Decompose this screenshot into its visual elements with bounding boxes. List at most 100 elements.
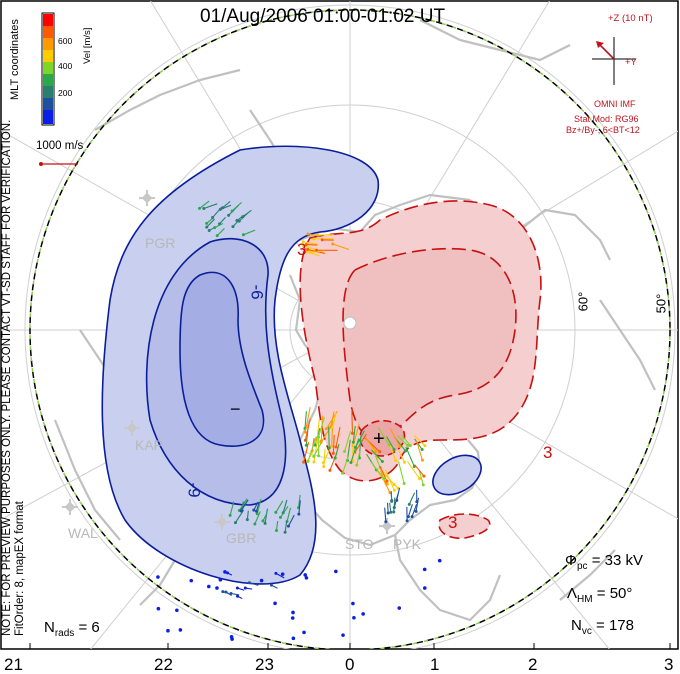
velocity-vector-origin [215, 586, 219, 590]
velocity-vector [416, 440, 423, 461]
velocity-vector-origin [389, 510, 393, 514]
velocity-vector-origin [259, 578, 264, 583]
station-pgr: PGR [145, 235, 176, 251]
velocity-vector [331, 412, 337, 428]
stat-n-rads: Nrads = 6 [44, 619, 100, 639]
velocity-vector-origin [395, 498, 399, 502]
mlt-label-2: 2 [528, 655, 538, 674]
mlt-label-21: 21 [4, 655, 23, 674]
velocity-vector-origin [283, 530, 287, 534]
negative-cell-inner [179, 271, 265, 447]
velocity-vector-origin [382, 477, 386, 481]
imf-bz-label: +Z (10 nT) [608, 13, 653, 24]
velocity-vector [398, 461, 405, 484]
station-gbr: GBR [226, 530, 257, 546]
contour-label-pos-right: 3 [543, 443, 553, 462]
velocity-vector-origin [404, 449, 408, 453]
velocity-vector [386, 436, 395, 450]
velocity-vector-origin [319, 440, 323, 444]
contour-label-pos-bottom: 3 [448, 513, 458, 532]
velocity-vector-origin [343, 449, 347, 453]
velocity-vector-origin [290, 616, 295, 620]
velocity-vector-origin [392, 483, 396, 487]
colorbar-tick-200: 200 [58, 88, 73, 98]
velocity-vector-origin [306, 459, 310, 463]
station-kap: KAP [135, 437, 164, 453]
velocity-vector-origin [331, 242, 335, 246]
velocity-vectors [156, 200, 442, 641]
velocity-vector [351, 409, 354, 434]
velocity-vector-origin [254, 509, 258, 513]
velocity-vector-origin [386, 511, 390, 515]
velocity-vector [280, 505, 289, 518]
velocity-vector [203, 203, 218, 210]
velocity-vector-origin [317, 454, 321, 458]
velocity-vector-origin [235, 586, 239, 590]
velocity-vector-origin [205, 225, 209, 229]
velocity-vector-origin [313, 443, 317, 447]
velocity-vector-origin [189, 578, 194, 583]
velocity-vector [303, 442, 310, 463]
velocity-vector-origin [392, 448, 396, 452]
velocity-vector [414, 464, 425, 477]
contour-label-neg-outer: -6 [247, 284, 267, 300]
velocity-vector [356, 451, 361, 466]
velocity-vector [243, 229, 256, 236]
velocity-vector [335, 426, 341, 448]
scale-vector-label: 1000 m/s [36, 140, 84, 152]
stat-lambda-hm: ΛHM = 50° [567, 585, 633, 605]
velocity-vector [282, 499, 288, 513]
velocity-vector-origin [231, 225, 235, 229]
velocity-vector-origin [333, 456, 337, 460]
velocity-vector [389, 502, 392, 513]
station-markers [62, 190, 395, 534]
velocity-vector [370, 461, 385, 480]
velocity-vector-origin [308, 250, 312, 254]
velocity-vector [379, 465, 388, 482]
station-pyk: PYK [393, 536, 422, 552]
velocity-vector [284, 520, 288, 533]
velocity-vector [298, 500, 301, 515]
velocity-vector-origin [230, 209, 234, 213]
velocity-vector [370, 449, 383, 462]
velocity-vector-origin [351, 440, 355, 444]
velocity-vector-origin [385, 479, 389, 483]
velocity-vector-origin [236, 594, 240, 598]
velocity-vector [297, 494, 301, 508]
velocity-vector [254, 511, 261, 525]
velocity-vector-origin [302, 460, 306, 464]
scale-vector [39, 162, 78, 166]
velocity-vector-origin [306, 232, 310, 236]
latitude-label-60: 60° [575, 291, 591, 312]
velocity-vector-origin [397, 606, 402, 610]
velocity-vector-origin [420, 447, 424, 451]
velocity-vector [231, 201, 242, 212]
potential-min-marker: − [230, 399, 241, 419]
velocity-vector-origin [341, 471, 345, 475]
velocity-vector-origin [420, 458, 424, 462]
velocity-vector-origin [207, 584, 211, 589]
imf-source-label: OMNI IMF [594, 99, 636, 109]
velocity-vector [206, 218, 215, 228]
velocity-vector-origin [156, 606, 161, 611]
velocity-vector-origin [334, 445, 338, 449]
velocity-vector [320, 415, 324, 442]
negative-cell-island [432, 454, 482, 496]
velocity-vector [253, 501, 259, 511]
velocity-vector [249, 582, 259, 586]
velocity-vector [286, 507, 292, 522]
velocity-vector [364, 436, 377, 452]
velocity-vector-origin [328, 468, 332, 472]
colorbar [41, 12, 55, 126]
station-sto: STO [345, 536, 374, 552]
potential-max-marker: + [373, 428, 385, 450]
velocity-vector-origin [274, 510, 278, 514]
velocity-vector [275, 500, 284, 513]
velocity-vector-origin [156, 575, 160, 579]
velocity-vector-origin [274, 571, 278, 575]
colorbar-tick-600: 600 [58, 36, 73, 46]
velocity-vector [352, 425, 356, 443]
velocity-vector-origin [252, 508, 256, 512]
velocity-vector-origin [286, 524, 290, 528]
